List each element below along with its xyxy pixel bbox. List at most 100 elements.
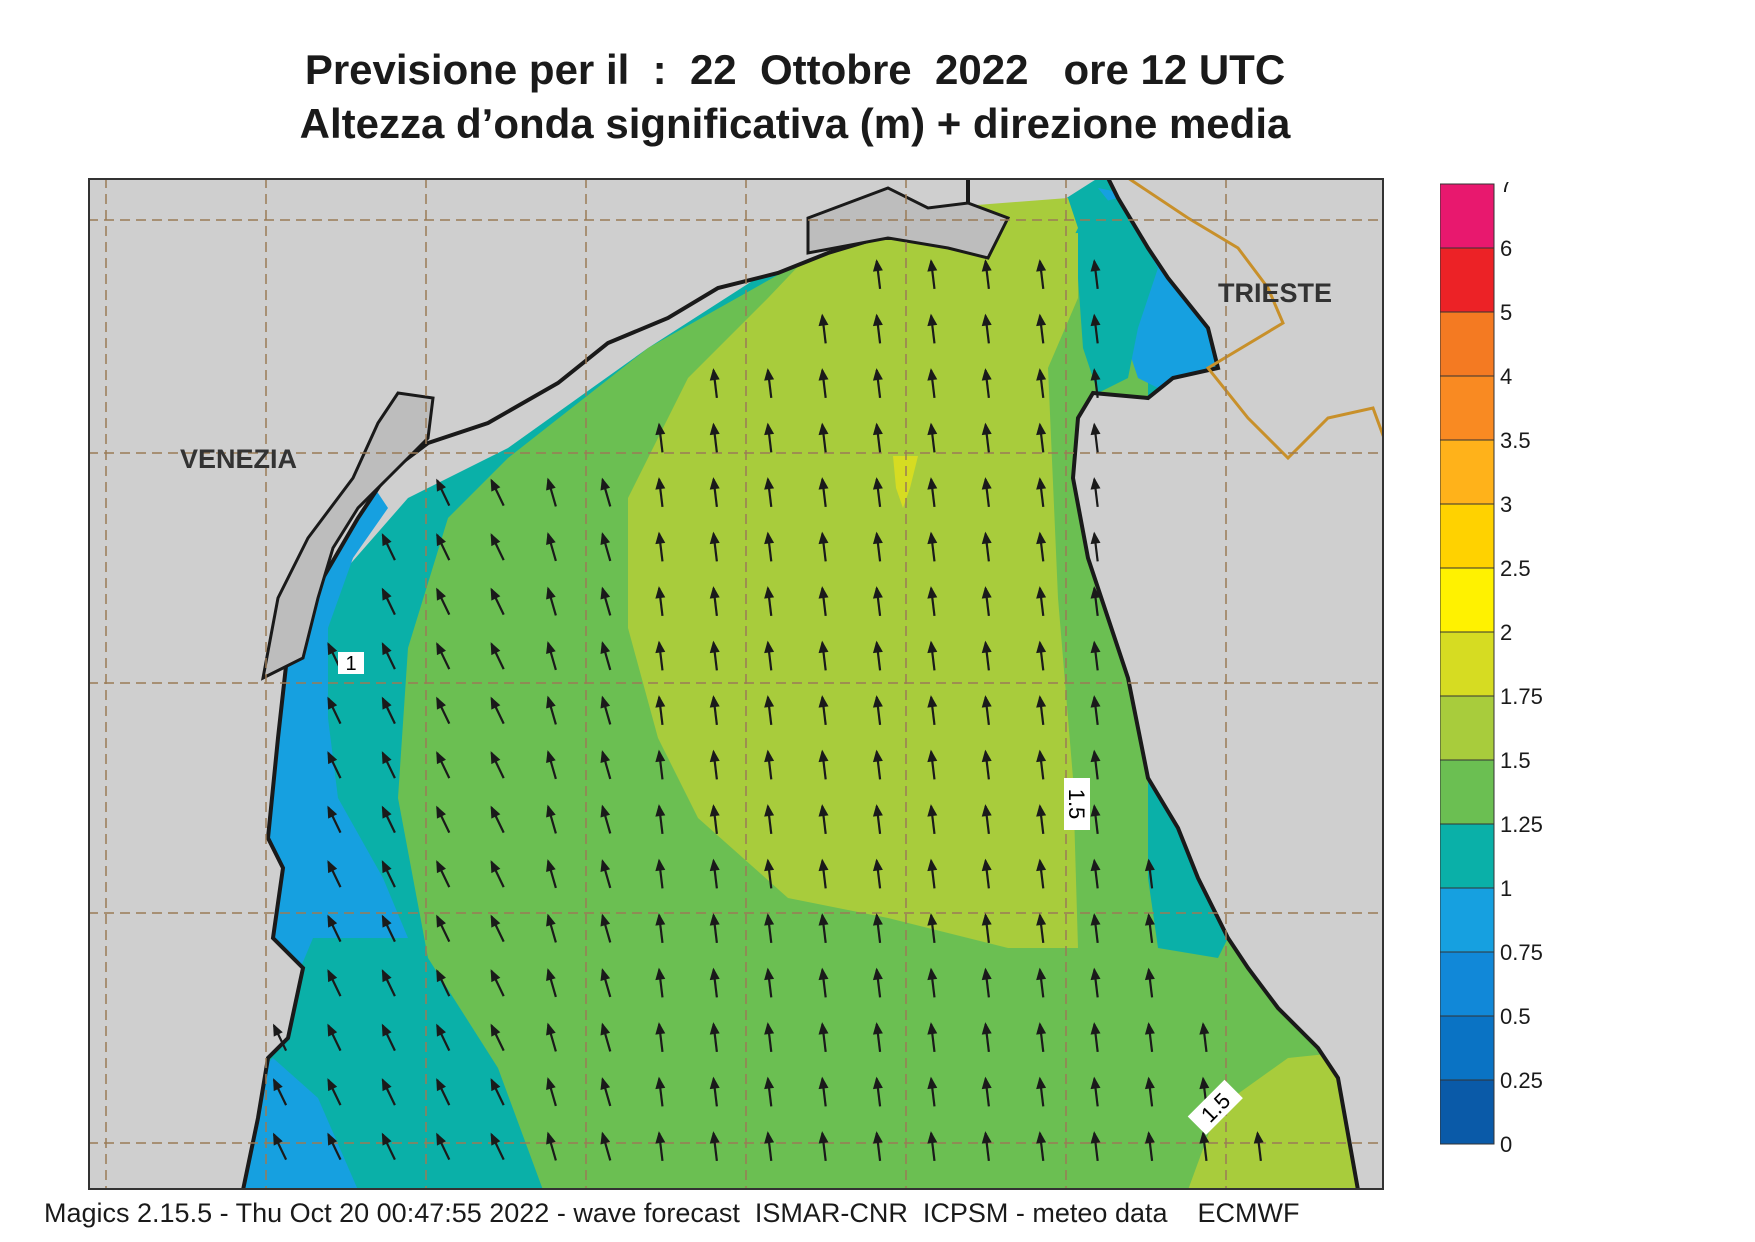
wave-direction-arrow — [927, 695, 938, 726]
wave-direction-arrow — [655, 1131, 666, 1162]
wave-direction-arrow — [490, 533, 505, 561]
legend-label: 0 — [1500, 1132, 1512, 1157]
wave-direction-arrow — [709, 858, 720, 889]
wave-direction-arrow — [1090, 967, 1101, 998]
sea-band-1.5-1.75 — [628, 233, 1078, 948]
wave-direction-arrow — [1036, 477, 1047, 508]
wave-direction-arrow — [1036, 804, 1047, 835]
wave-direction-arrow — [1144, 858, 1155, 889]
wave-direction-arrow — [981, 749, 992, 780]
wave-direction-arrow — [927, 1022, 938, 1053]
wave-direction-arrow — [872, 1022, 883, 1053]
legend-swatch — [1440, 1015, 1495, 1081]
wave-direction-arrow — [927, 804, 938, 835]
wave-direction-arrow — [546, 532, 557, 562]
sea-band-1-1.25-trieste — [1078, 198, 1158, 393]
istria-land — [1070, 178, 1384, 1190]
wave-direction-arrow — [927, 586, 938, 617]
wave-direction-arrow — [546, 1131, 557, 1161]
legend-swatch — [1440, 311, 1495, 377]
wave-direction-arrow — [981, 640, 992, 671]
wave-direction-arrow — [600, 913, 612, 943]
graticule — [88, 178, 1384, 1190]
wave-direction-arrow — [655, 913, 666, 944]
wave-direction-arrow — [655, 531, 666, 562]
wave-direction-arrow — [764, 477, 775, 508]
wave-direction-arrow — [272, 1132, 288, 1161]
map-frame — [88, 178, 1384, 1190]
wave-direction-arrow — [436, 478, 451, 507]
wave-direction-arrow — [764, 640, 775, 671]
wave-direction-arrow — [381, 751, 396, 779]
wave-direction-arrow — [818, 531, 829, 562]
wave-direction-arrow — [436, 533, 451, 561]
wave-direction-arrow — [981, 313, 992, 344]
wave-direction-arrow — [546, 641, 557, 671]
wave-direction-arrow — [927, 477, 938, 508]
wave-direction-arrow — [600, 477, 612, 507]
wave-direction-arrow — [1036, 368, 1047, 399]
wave-direction-arrow — [381, 696, 396, 725]
wave-direction-arrow — [818, 477, 829, 508]
wave-direction-arrow — [981, 531, 992, 562]
svg-text:1.5: 1.5 — [1064, 789, 1089, 820]
wave-direction-arrow — [436, 805, 451, 834]
wave-direction-arrow — [1090, 586, 1101, 617]
wave-direction-arrow — [1090, 749, 1101, 780]
wave-direction-arrow — [709, 695, 720, 726]
wave-direction-arrow — [1090, 1131, 1101, 1162]
wave-direction-arrow — [927, 531, 938, 562]
legend-label: 0.25 — [1500, 1068, 1543, 1093]
legend-swatch — [1440, 567, 1495, 633]
place-label-venezia: VENEZIA — [180, 444, 297, 474]
wave-direction-arrow — [381, 1023, 396, 1052]
wave-direction-arrow — [764, 1022, 775, 1053]
wave-direction-arrow — [327, 1078, 342, 1106]
wave-direction-arrow — [1144, 967, 1155, 998]
wave-direction-arrow — [818, 368, 829, 399]
wave-direction-arrow — [655, 477, 666, 508]
wave-direction-arrow — [1036, 749, 1047, 780]
wave-direction-arrow — [818, 749, 829, 780]
wave-direction-arrow — [872, 1076, 883, 1107]
wave-direction-arrow — [709, 967, 720, 998]
wave-direction-arrow — [490, 478, 505, 507]
wave-direction-arrow — [600, 1131, 612, 1161]
wave-direction-arrow — [981, 858, 992, 889]
wave-direction-arrow — [764, 967, 775, 998]
wave-direction-arrow — [872, 313, 883, 344]
wave-direction-arrow — [655, 1022, 666, 1053]
wave-direction-arrow — [764, 804, 775, 835]
wave-direction-arrow — [818, 858, 829, 889]
wave-direction-arrow — [818, 1076, 829, 1107]
legend-swatch — [1440, 695, 1495, 761]
contour-label-1: 1 — [338, 652, 364, 675]
wave-direction-arrow — [818, 1131, 829, 1162]
wave-direction-arrow — [272, 1023, 288, 1052]
wave-direction-arrow — [655, 804, 666, 835]
wave-direction-arrow — [600, 695, 612, 725]
wave-direction-arrow — [327, 751, 342, 779]
wave-direction-arrow — [872, 422, 883, 453]
wave-direction-arrow — [1036, 586, 1047, 617]
wave-direction-arrow — [381, 805, 396, 834]
footer-credits: Magics 2.15.5 - Thu Oct 20 00:47:55 2022… — [44, 1198, 1300, 1228]
wave-direction-arrow — [1090, 313, 1101, 344]
wave-direction-arrow — [1144, 1131, 1155, 1162]
wave-direction-arrow — [1144, 913, 1155, 944]
friuli-coast-land — [806, 186, 1011, 260]
wave-direction-arrow — [1090, 259, 1101, 290]
wave-direction-arrow — [546, 477, 557, 507]
wave-direction-arrow — [818, 586, 829, 617]
wave-direction-arrow — [927, 313, 938, 344]
wave-direction-arrow — [872, 531, 883, 562]
legend-label: 0.5 — [1500, 1004, 1531, 1029]
wave-direction-arrow — [981, 804, 992, 835]
wave-direction-arrow — [436, 1078, 451, 1106]
wave-direction-arrow — [764, 1131, 775, 1162]
legend-label: 6 — [1500, 236, 1512, 261]
wave-direction-arrow — [1199, 1131, 1210, 1162]
wave-direction-arrows — [272, 259, 1264, 1162]
wave-direction-arrow — [655, 1076, 666, 1107]
wave-height-map: 1 1.5 1.5 VENEZIA TRIESTE — [88, 178, 1384, 1190]
